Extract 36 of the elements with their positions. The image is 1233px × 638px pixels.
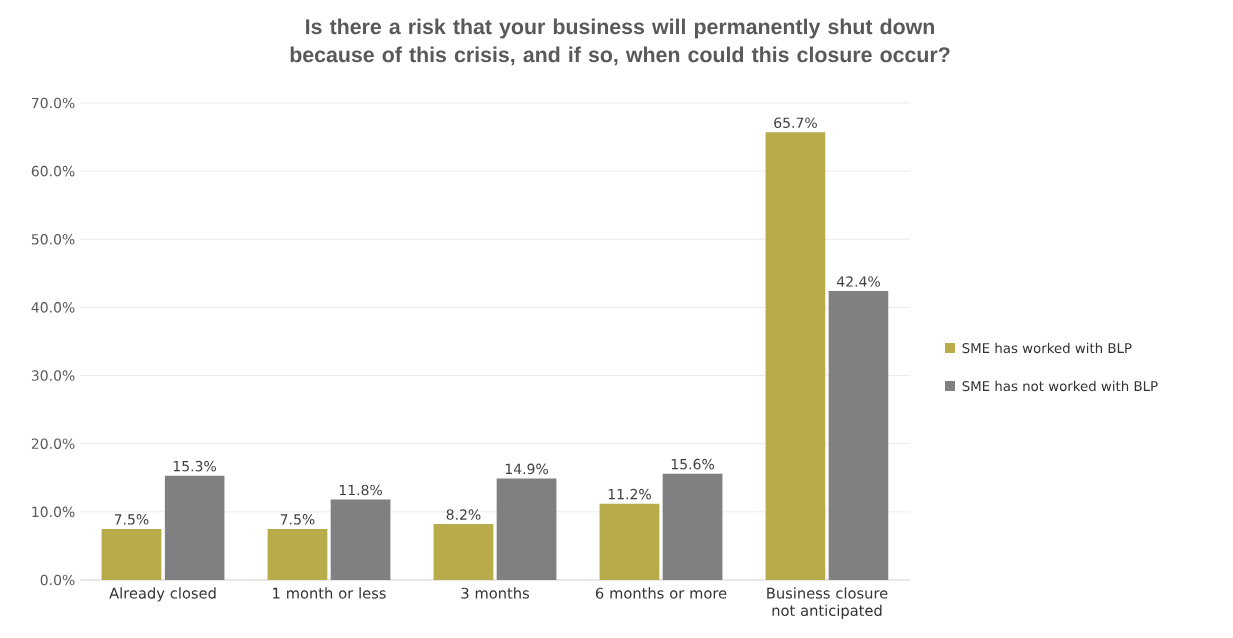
chart-title: Is there a risk that your business will permanently shut down because of this crisis, and if so, when could this closure occur? — [290, 18, 950, 66]
y-tick-label: 30.0% — [31, 370, 75, 381]
bar — [662, 473, 723, 580]
x-tick-label: Business closure not anticipated — [767, 587, 888, 619]
bar — [101, 528, 162, 580]
bar — [164, 475, 225, 580]
bar — [433, 524, 494, 580]
data-label: 8.2% — [446, 509, 481, 520]
x-tick-label: 1 month or less — [273, 587, 386, 599]
y-tick-label: 0.0% — [40, 574, 75, 586]
data-label: 15.6% — [671, 458, 714, 470]
bar — [267, 528, 328, 580]
x-tick-label: 6 months or more — [595, 587, 727, 599]
data-label: 14.9% — [505, 463, 548, 475]
y-tick-label: 20.0% — [31, 438, 75, 449]
data-label: 65.7% — [774, 117, 817, 129]
data-label: 11.8% — [339, 484, 382, 496]
y-tick-label: 70.0% — [31, 97, 75, 109]
y-tick-label: 60.0% — [31, 165, 75, 177]
bar — [599, 503, 660, 580]
legend-label: SME has worked with BLP — [962, 342, 1132, 354]
bar — [496, 478, 557, 580]
y-tick-label: 40.0% — [31, 302, 75, 313]
data-label: 15.3% — [173, 460, 216, 472]
y-tick-label: 50.0% — [31, 233, 75, 245]
x-tick-label: Already closed — [109, 587, 216, 602]
x-tick-label: 3 months — [461, 587, 530, 599]
bar — [330, 499, 391, 580]
data-label: 7.5% — [280, 514, 315, 525]
data-label: 7.5% — [114, 514, 149, 525]
data-label: 42.4% — [836, 276, 880, 287]
y-tick-label: 10.0% — [32, 506, 75, 518]
legend-label: SME has not worked with BLP — [962, 380, 1158, 392]
data-label: 11.2% — [608, 488, 651, 500]
bar — [765, 132, 826, 580]
bar — [828, 291, 889, 580]
